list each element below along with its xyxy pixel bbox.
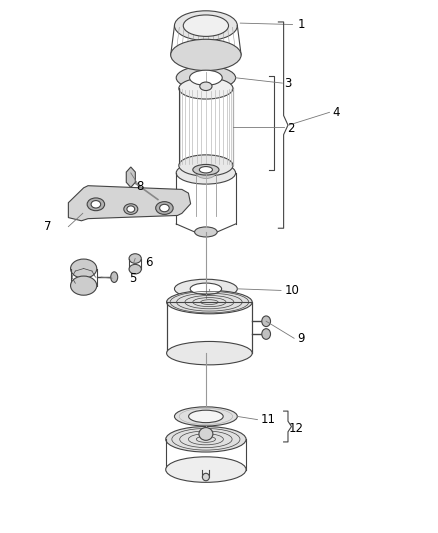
Ellipse shape <box>176 162 236 184</box>
Text: 6: 6 <box>145 256 152 269</box>
Ellipse shape <box>262 329 271 340</box>
Text: 4: 4 <box>332 106 340 119</box>
Ellipse shape <box>111 272 118 282</box>
Ellipse shape <box>159 204 169 212</box>
Polygon shape <box>68 185 191 221</box>
Ellipse shape <box>155 201 173 214</box>
Ellipse shape <box>176 66 236 90</box>
Ellipse shape <box>166 342 252 365</box>
Text: 1: 1 <box>297 18 305 31</box>
Ellipse shape <box>196 167 215 179</box>
Ellipse shape <box>127 206 135 212</box>
Ellipse shape <box>129 254 141 263</box>
Ellipse shape <box>199 427 213 440</box>
Ellipse shape <box>202 473 209 481</box>
Ellipse shape <box>129 264 141 274</box>
Ellipse shape <box>179 78 233 99</box>
Ellipse shape <box>166 457 246 482</box>
Ellipse shape <box>71 259 97 278</box>
Ellipse shape <box>166 426 246 452</box>
Ellipse shape <box>189 410 223 423</box>
Ellipse shape <box>199 166 212 173</box>
Ellipse shape <box>193 165 219 175</box>
Text: 7: 7 <box>44 220 52 233</box>
Ellipse shape <box>174 11 237 41</box>
Text: 8: 8 <box>136 180 143 193</box>
Ellipse shape <box>190 70 222 85</box>
Text: 2: 2 <box>287 122 294 135</box>
Text: 9: 9 <box>297 332 305 345</box>
Ellipse shape <box>87 198 105 211</box>
Ellipse shape <box>124 204 138 214</box>
Ellipse shape <box>179 155 233 176</box>
Text: 3: 3 <box>285 77 292 90</box>
Ellipse shape <box>166 290 252 314</box>
Ellipse shape <box>190 283 222 295</box>
Ellipse shape <box>91 200 101 208</box>
Ellipse shape <box>183 15 229 36</box>
Polygon shape <box>126 167 135 188</box>
Ellipse shape <box>174 279 237 298</box>
Ellipse shape <box>194 227 217 237</box>
Text: 12: 12 <box>289 422 304 435</box>
Text: 5: 5 <box>130 272 137 285</box>
Text: 10: 10 <box>285 284 299 297</box>
Ellipse shape <box>200 82 212 91</box>
Ellipse shape <box>71 276 97 295</box>
Ellipse shape <box>262 316 271 327</box>
Text: 11: 11 <box>261 413 276 426</box>
Ellipse shape <box>174 407 237 426</box>
Ellipse shape <box>171 39 241 70</box>
